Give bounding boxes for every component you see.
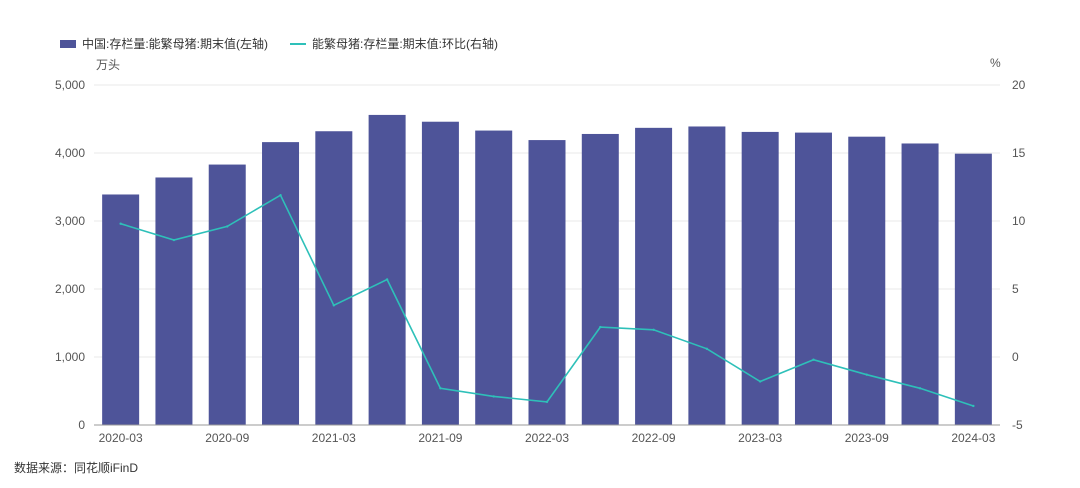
bar bbox=[102, 194, 140, 425]
line-point bbox=[119, 222, 122, 225]
bar bbox=[794, 132, 832, 425]
legend-item-line[interactable]: 能繁母猪:存栏量:期末值:环比(右轴) bbox=[290, 35, 498, 52]
legend-line-label: 能繁母猪:存栏量:期末值:环比(右轴) bbox=[312, 37, 498, 51]
line-point bbox=[652, 328, 655, 331]
bar bbox=[901, 143, 939, 426]
y-left-tick-label: 1,000 bbox=[55, 350, 85, 364]
line-point bbox=[812, 358, 815, 361]
bar bbox=[581, 133, 619, 425]
line-point bbox=[865, 373, 868, 376]
line-swatch-icon bbox=[290, 42, 306, 45]
y-left-tick-label: 5,000 bbox=[55, 78, 85, 92]
line-point bbox=[279, 193, 282, 197]
x-tick-label: 2022-09 bbox=[632, 431, 676, 445]
y-right-tick-label: 10 bbox=[1012, 214, 1026, 228]
bar-swatch-icon bbox=[60, 39, 76, 48]
x-tick-label: 2021-09 bbox=[418, 431, 462, 445]
line-point bbox=[439, 387, 442, 390]
bar bbox=[368, 114, 406, 426]
line-point bbox=[705, 347, 709, 351]
bar bbox=[635, 127, 673, 425]
bar bbox=[688, 126, 726, 425]
line-point bbox=[545, 400, 549, 404]
bar bbox=[262, 142, 300, 425]
x-tick-label: 2023-09 bbox=[845, 431, 889, 445]
legend-item-bars[interactable]: 中国:存栏量:能繁母猪:期末值(左轴) bbox=[60, 35, 268, 52]
legend: 中国:存栏量:能繁母猪:期末值(左轴) 能繁母猪:存栏量:期末值:环比(右轴) bbox=[60, 35, 498, 52]
bar bbox=[208, 164, 246, 425]
line-point bbox=[332, 304, 336, 307]
x-tick-label: 2023-03 bbox=[738, 431, 782, 445]
bar bbox=[528, 140, 566, 425]
y-right-tick-label: 20 bbox=[1012, 78, 1026, 92]
y-right-tick-label: 0 bbox=[1012, 350, 1019, 364]
right-axis-unit: % bbox=[990, 56, 1001, 70]
line-point bbox=[226, 225, 229, 228]
left-axis-unit: 万头 bbox=[96, 58, 121, 72]
y-right-tick-label: 5 bbox=[1012, 282, 1019, 296]
y-left-tick-label: 2,000 bbox=[55, 282, 85, 296]
x-tick-label: 2021-03 bbox=[312, 431, 356, 445]
bar bbox=[954, 153, 992, 425]
line-point bbox=[758, 380, 762, 383]
bar bbox=[475, 130, 513, 425]
bar bbox=[155, 177, 193, 425]
line-point bbox=[492, 395, 495, 398]
bar bbox=[421, 121, 459, 425]
y-right-tick-label: 15 bbox=[1012, 146, 1026, 160]
legend-bar-label: 中国:存栏量:能繁母猪:期末值(左轴) bbox=[82, 37, 268, 51]
y-left-tick-label: 3,000 bbox=[55, 214, 85, 228]
y-left-tick-label: 4,000 bbox=[55, 146, 85, 160]
y-right-tick-label: -5 bbox=[1012, 418, 1023, 432]
data-source-note: 数据来源：同花顺iFinD bbox=[14, 461, 139, 475]
line-point bbox=[599, 325, 602, 329]
bar bbox=[848, 136, 886, 425]
x-tick-label: 2020-03 bbox=[99, 431, 143, 445]
x-tick-label: 2020-09 bbox=[205, 431, 249, 445]
x-tick-label: 2022-03 bbox=[525, 431, 569, 445]
line-point bbox=[972, 404, 975, 408]
y-left-tick-label: 0 bbox=[78, 418, 85, 432]
line-point bbox=[918, 387, 922, 390]
line-point bbox=[385, 278, 389, 281]
line-point bbox=[172, 238, 176, 242]
x-tick-label: 2024-03 bbox=[951, 431, 995, 445]
